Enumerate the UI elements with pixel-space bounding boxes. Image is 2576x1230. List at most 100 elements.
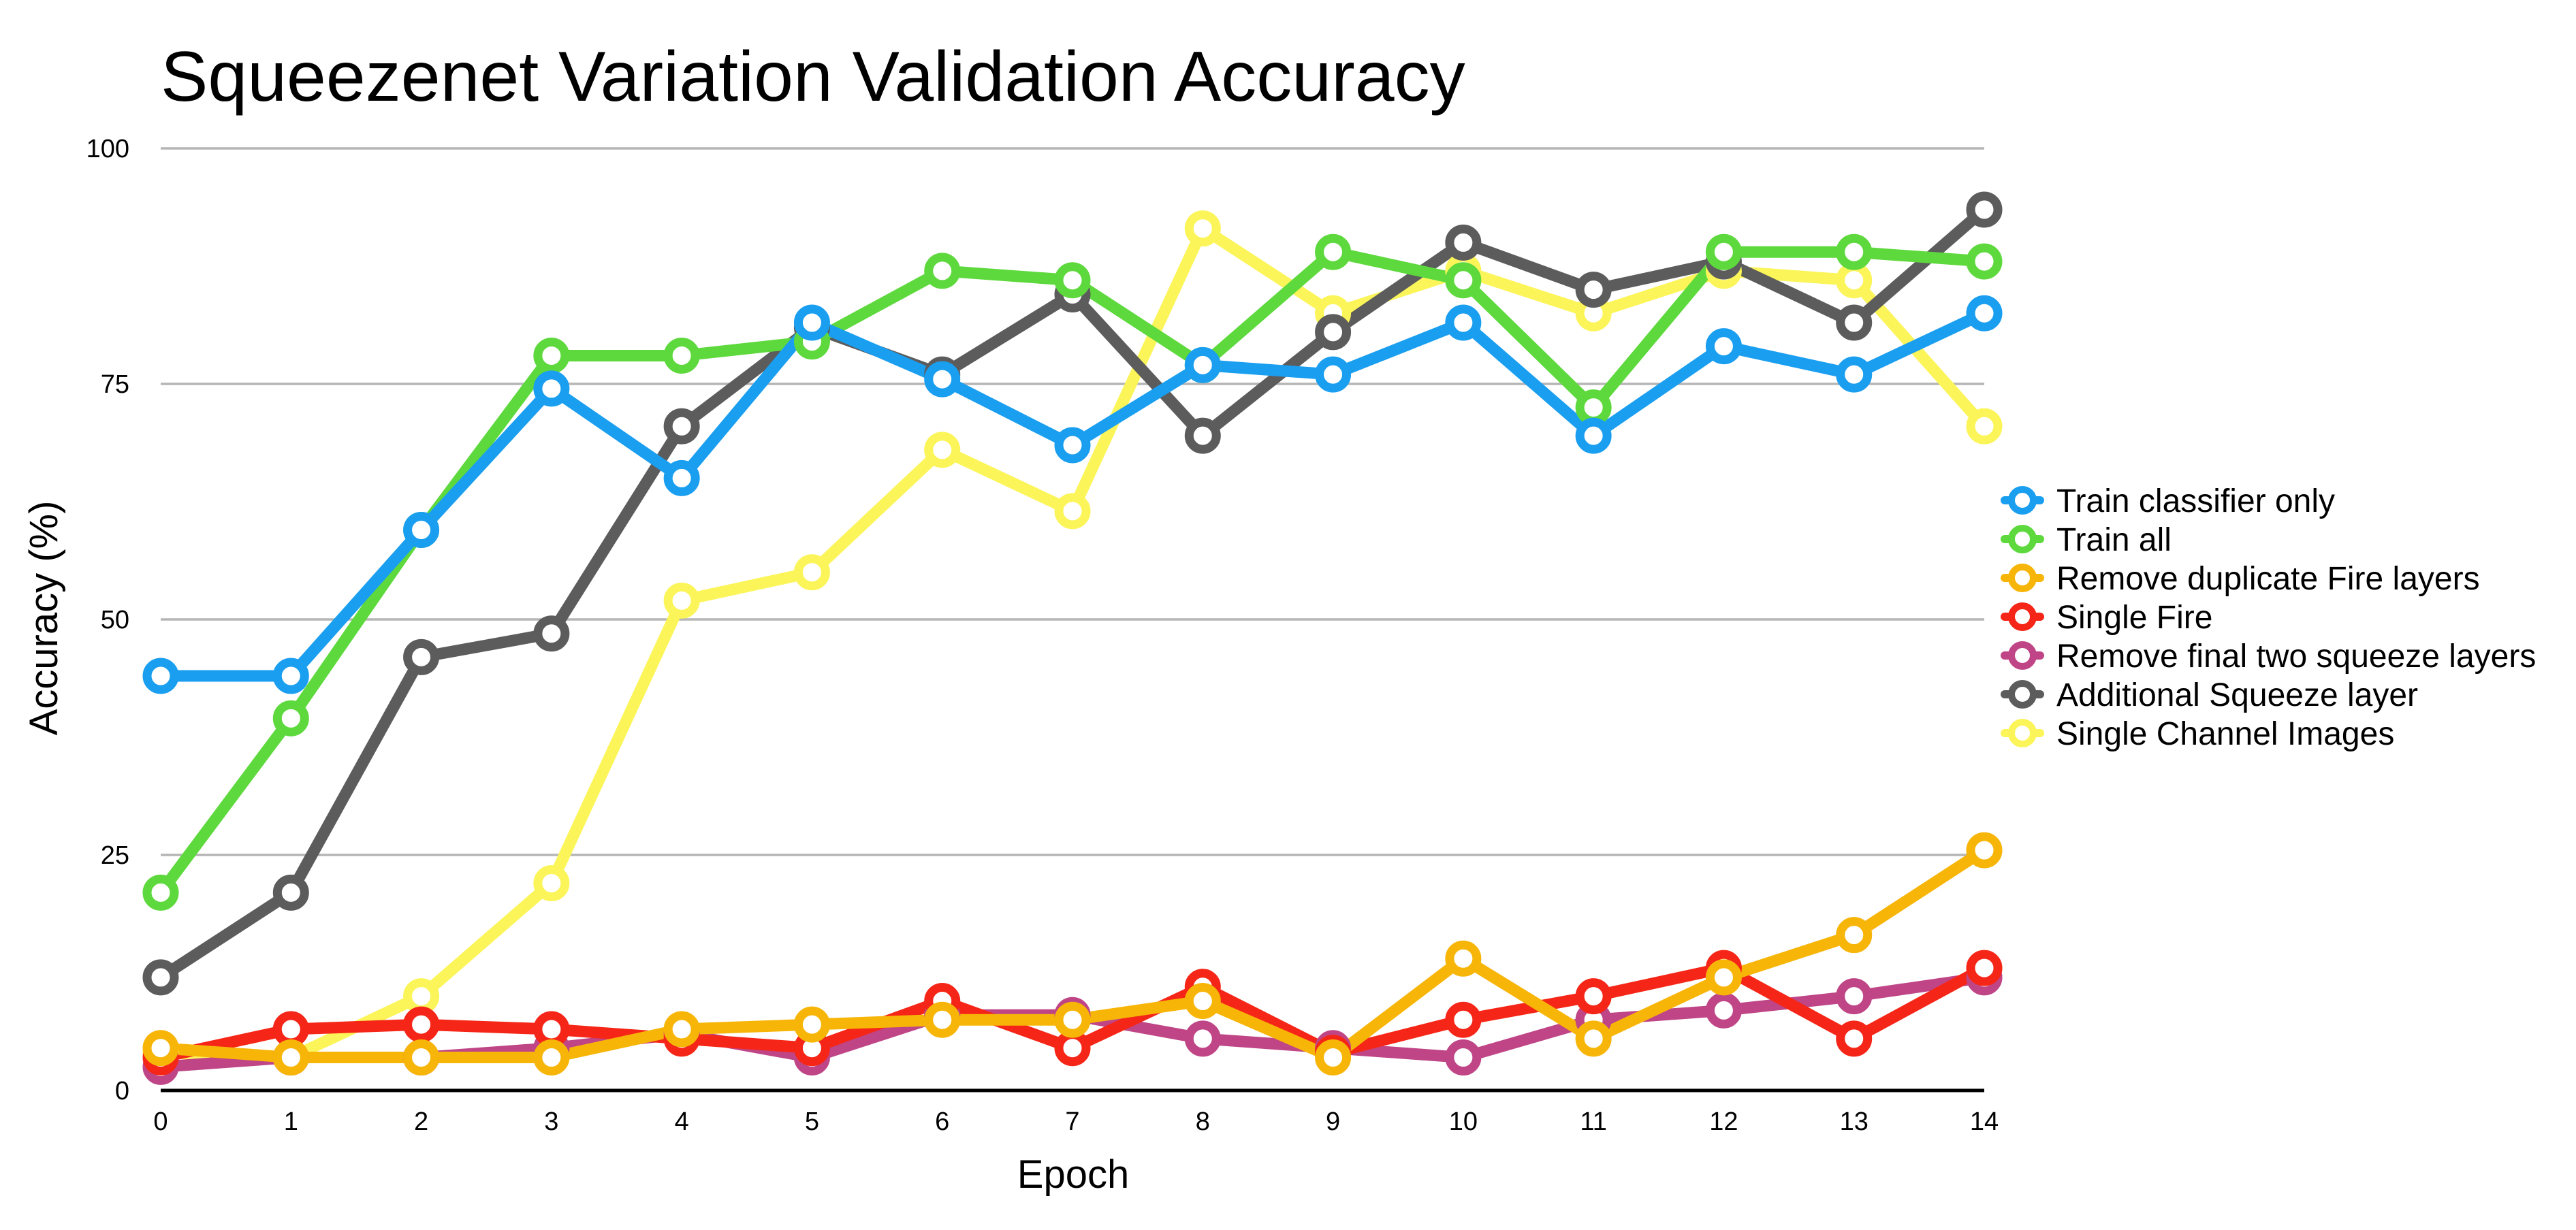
- legend-label: Single Fire: [2056, 600, 2212, 636]
- legend-label: Remove duplicate Fire layers: [2056, 561, 2480, 597]
- y-tick-label: 0: [115, 1077, 129, 1105]
- series-line: [155, 204, 1990, 984]
- legend-marker: [2008, 486, 2037, 515]
- data-point: [663, 582, 700, 619]
- data-point: [1575, 272, 1612, 308]
- y-tick-labels: 0 25 50 75 100: [86, 135, 129, 1105]
- data-point: [403, 1039, 440, 1076]
- data-point: [1054, 427, 1091, 464]
- data-point: [1966, 243, 2003, 280]
- x-tick-label: 4: [675, 1107, 689, 1136]
- legend-marker: [2008, 680, 2037, 709]
- legend-label: Remove final two squeeze layers: [2056, 638, 2536, 675]
- data-point: [924, 361, 961, 398]
- data-point: [1445, 1039, 1482, 1076]
- x-tick-label: 13: [1840, 1107, 1869, 1136]
- data-point: [1966, 408, 2003, 444]
- data-point: [663, 1011, 700, 1048]
- data-point: [1836, 1020, 1873, 1057]
- data-point: [1966, 295, 2003, 331]
- x-tick-label: 12: [1709, 1107, 1738, 1136]
- data-point: [272, 874, 309, 911]
- data-point: [1445, 940, 1482, 977]
- x-tick-label: 9: [1326, 1107, 1340, 1136]
- data-point: [1575, 978, 1612, 1015]
- x-tick-label: 14: [1970, 1107, 1999, 1136]
- legend-label: Train all: [2056, 522, 2172, 558]
- data-point: [1184, 1020, 1221, 1057]
- y-tick-label: 75: [101, 370, 129, 399]
- data-point: [1184, 346, 1221, 383]
- x-tick-label: 8: [1196, 1107, 1210, 1136]
- x-tick-label: 3: [544, 1107, 558, 1136]
- data-point: [1315, 233, 1352, 270]
- y-tick-label: 100: [86, 135, 129, 163]
- data-point: [663, 337, 700, 374]
- data-point: [533, 615, 570, 652]
- y-tick-label: 50: [101, 606, 129, 634]
- x-tick-label: 7: [1065, 1107, 1079, 1136]
- data-point: [1705, 328, 1742, 365]
- data-point: [1315, 314, 1352, 351]
- data-point: [403, 978, 440, 1015]
- data-point: [272, 1011, 309, 1048]
- legend-marker: [2008, 602, 2037, 631]
- data-point: [1184, 417, 1221, 454]
- data-point: [1445, 224, 1482, 261]
- data-point: [272, 700, 309, 737]
- data-point: [142, 874, 179, 911]
- chart-title: Squeezenet Variation Validation Accuracy: [161, 37, 1465, 116]
- data-point: [1966, 950, 2003, 986]
- data-point: [1836, 262, 1873, 299]
- data-point: [1836, 978, 1873, 1015]
- data-point: [1575, 417, 1612, 454]
- data-point: [1705, 233, 1742, 270]
- y-tick-label: 25: [101, 841, 129, 870]
- legend-marker: [2008, 641, 2037, 670]
- data-point: [533, 1011, 570, 1048]
- data-point: [142, 1030, 179, 1067]
- x-tick-labels: 0 1 2 3 4 5 6 7 8 9 10 11 12 13 14: [153, 1107, 1999, 1136]
- data-point: [533, 1039, 570, 1076]
- x-tick-label: 11: [1580, 1107, 1606, 1136]
- data-point: [1836, 233, 1873, 270]
- data-point: [1966, 832, 2003, 869]
- data-point: [533, 865, 570, 902]
- data-point: [1445, 262, 1482, 299]
- data-point: [272, 1039, 309, 1076]
- data-point: [403, 638, 440, 675]
- data-point: [1836, 917, 1873, 954]
- data-point: [663, 459, 700, 496]
- data-point: [924, 253, 961, 289]
- data-point: [1054, 493, 1091, 530]
- data-point: [1054, 1001, 1091, 1038]
- data-point: [1054, 1030, 1091, 1067]
- data-point: [1705, 959, 1742, 996]
- data-point: [793, 1006, 830, 1043]
- data-point: [1054, 262, 1091, 299]
- data-point: [142, 658, 179, 694]
- series-points: [142, 191, 2003, 1085]
- data-point: [1445, 304, 1482, 341]
- data-point: [142, 959, 179, 996]
- data-point: [793, 304, 830, 341]
- data-point: [1184, 983, 1221, 1020]
- data-point: [1966, 191, 2003, 228]
- gridlines: [161, 147, 1984, 1093]
- data-point: [533, 337, 570, 374]
- legend-label: Train classifier only: [2056, 483, 2335, 519]
- data-point: [1315, 356, 1352, 393]
- data-point: [533, 370, 570, 407]
- data-point: [1315, 1039, 1352, 1076]
- legend-marker: [2008, 525, 2037, 553]
- x-axis-title: Epoch: [1017, 1152, 1129, 1197]
- data-point: [1836, 356, 1873, 393]
- x-tick-label: 1: [284, 1107, 298, 1136]
- legend-label: Single Channel Images: [2056, 716, 2394, 752]
- data-point: [403, 512, 440, 549]
- data-point: [663, 408, 700, 444]
- data-point: [272, 658, 309, 694]
- data-point: [793, 554, 830, 591]
